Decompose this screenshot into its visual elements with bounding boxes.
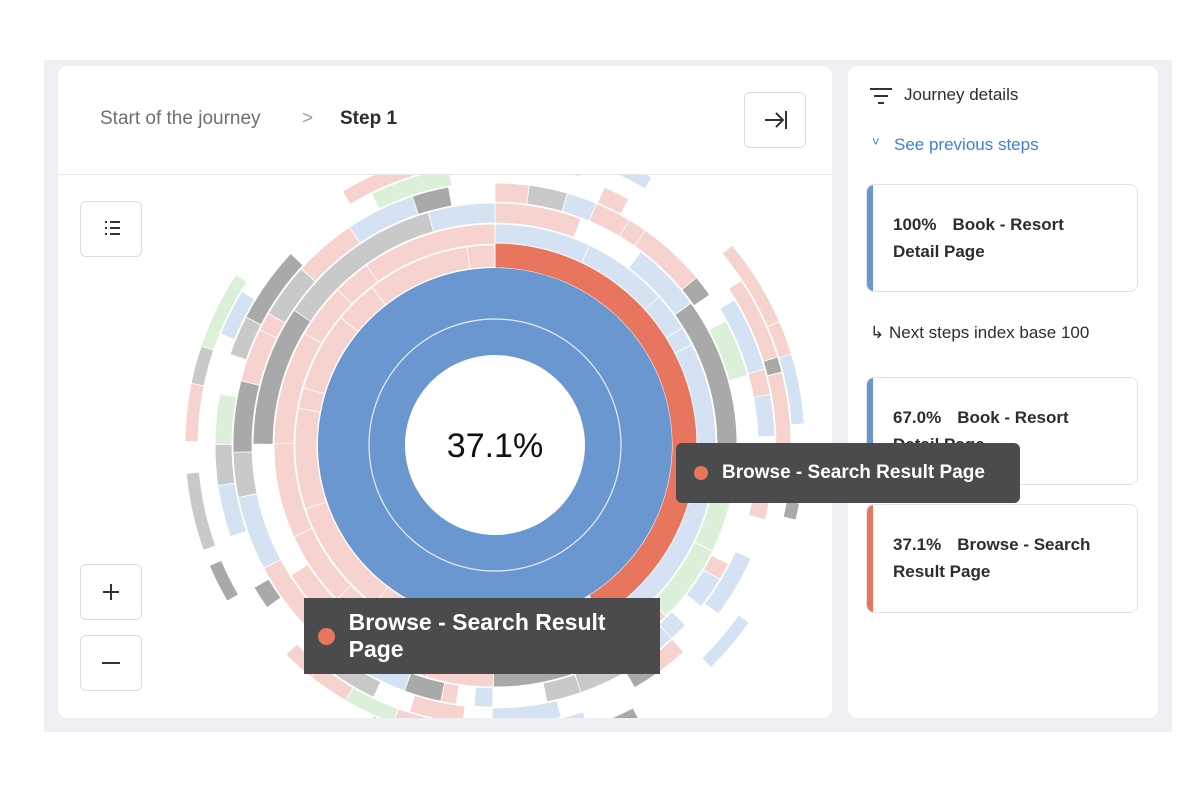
zoom-out-button[interactable] <box>80 635 142 691</box>
sunburst-segment <box>341 175 415 205</box>
plus-icon <box>103 584 119 600</box>
sunburst-segment <box>701 614 750 668</box>
sunburst-segment <box>494 182 530 205</box>
card-percent: 67.0% <box>893 408 942 427</box>
card-label: Browse - Search Result Page <box>893 535 1091 581</box>
sunburst-segment <box>466 244 496 270</box>
sunburst-segment <box>184 382 205 442</box>
tooltip-label: Browse - Search Result Page <box>722 462 985 483</box>
breadcrumb-start[interactable]: Start of the journey <box>100 108 261 129</box>
next-steps-label: ↳ Next steps index base 100 <box>870 323 1090 342</box>
sunburst-segment <box>411 186 453 215</box>
sunburst-segment <box>681 276 711 307</box>
sunburst-segment <box>494 202 582 239</box>
sunburst: 37.1% <box>184 175 805 718</box>
sunburst-segment <box>408 694 466 718</box>
breadcrumb-separator: > <box>302 108 314 129</box>
journey-card: Start of the journey > Step 1 37.1% <box>58 66 832 718</box>
sunburst-segment <box>214 393 237 445</box>
sunburst-segment <box>220 290 256 341</box>
card-percent: 37.1% <box>893 535 942 554</box>
list-icon <box>105 221 120 235</box>
center <box>406 356 584 534</box>
sunburst-segment <box>372 715 380 718</box>
list-button[interactable] <box>80 201 142 257</box>
minus-icon <box>102 662 120 664</box>
previous-steps-link[interactable]: See previous steps <box>894 135 1039 154</box>
sunburst-segment <box>371 175 453 210</box>
sunburst-segment <box>610 707 639 718</box>
sunburst-segment <box>473 686 494 708</box>
tooltip-label: Browse - Search Result Page <box>348 609 606 662</box>
tooltip: Browse - Search Result Page <box>676 443 1020 503</box>
sunburst-segment <box>708 320 749 382</box>
sunburst-segment <box>704 551 752 615</box>
step-card[interactable]: 37.1% Browse - Search Result Page <box>866 504 1138 613</box>
next-steps-text: Next steps index base 100 <box>888 323 1090 342</box>
zoom-in-button[interactable] <box>80 564 142 620</box>
sunburst-segment <box>559 711 586 718</box>
sunburst-segment <box>190 345 215 387</box>
collapse-icon <box>765 111 787 129</box>
sunburst-segment <box>685 569 721 607</box>
sunburst-segment <box>491 700 562 718</box>
sunburst-segment <box>365 223 496 283</box>
sunburst-segment <box>232 451 258 498</box>
sunburst-segment <box>208 559 239 602</box>
step-card[interactable]: 100% Book - Resort Detail Page <box>866 184 1138 292</box>
card-label: Book - Resort Detail Page <box>893 215 1064 261</box>
sunburst-segment <box>214 443 236 486</box>
sunburst-segment <box>753 393 776 438</box>
collapse-button[interactable] <box>744 92 806 148</box>
sunburst-segment <box>200 274 248 351</box>
sunburst-segment <box>778 353 805 426</box>
sunburst-segment <box>571 175 582 178</box>
sunburst-segment <box>782 500 800 521</box>
inner-ring <box>317 268 672 622</box>
header: Start of the journey > Step 1 <box>58 66 832 175</box>
panel-title: Journey details <box>904 85 1019 104</box>
sunburst-segment <box>542 674 582 703</box>
sunburst-segment <box>597 186 630 215</box>
sunburst-segment <box>253 578 282 609</box>
sunburst-segment <box>185 471 217 551</box>
sunburst-segment <box>427 202 496 233</box>
sunburst-segment <box>245 252 304 326</box>
ring-divider <box>368 318 622 572</box>
center-label: 37.1% <box>447 427 543 465</box>
sunburst-segment <box>617 175 653 190</box>
chart-area: 37.1% <box>58 175 832 718</box>
details-panel: Journey details ˅ See previous steps 100… <box>848 66 1158 718</box>
breadcrumb-current: Step 1 <box>340 108 398 129</box>
filter-icon <box>870 88 892 104</box>
tooltip: Browse - Search Result Page <box>304 598 660 674</box>
card-percent: 100% <box>893 215 937 234</box>
